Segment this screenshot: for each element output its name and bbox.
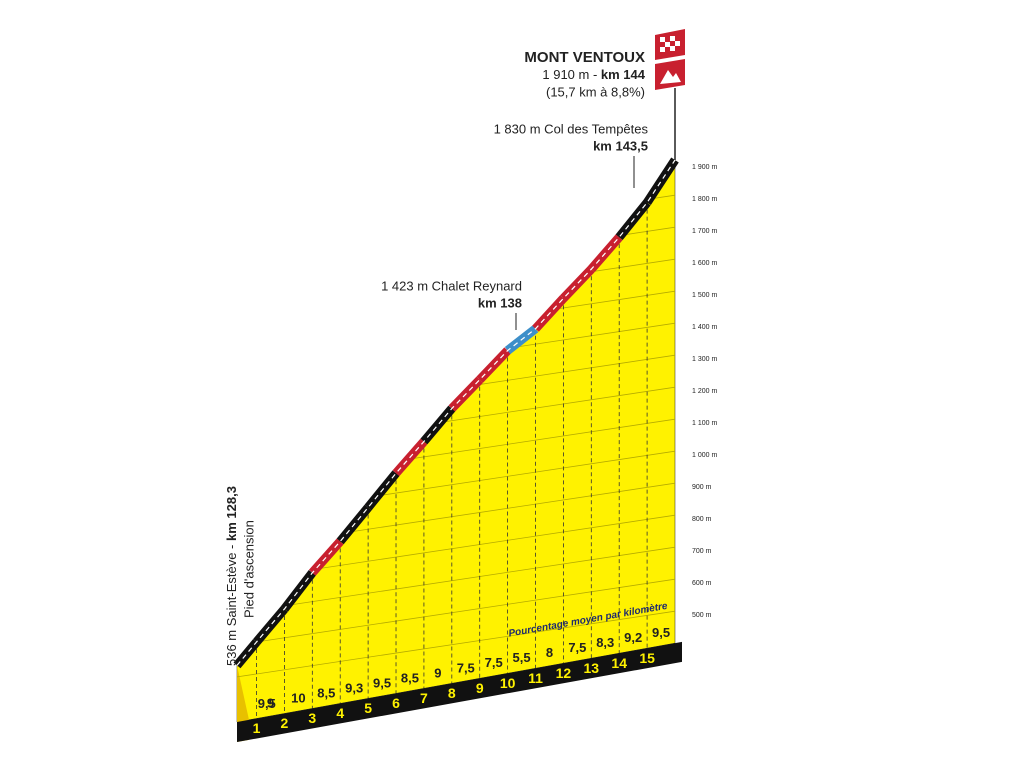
km-label: 8 — [448, 685, 456, 701]
y-tick-label: 600 m — [692, 580, 712, 587]
y-tick-label: 1 400 m — [692, 324, 717, 331]
grid-line — [237, 160, 675, 230]
km-label: 12 — [556, 665, 572, 681]
y-tick-label: 800 m — [692, 516, 712, 523]
gradient-label: 9,2 — [624, 630, 642, 645]
y-tick-label: 1 800 m — [692, 196, 717, 203]
summit-km: km 144 — [601, 67, 646, 82]
gradient-label: 8,5 — [317, 685, 335, 700]
km-label: 13 — [584, 660, 600, 676]
road-segment — [233, 639, 260, 669]
km-label: 2 — [281, 715, 289, 731]
y-tick-label: 500 m — [692, 612, 712, 619]
road-centerline — [236, 159, 676, 666]
gradient-label: 7,5 — [485, 655, 503, 670]
gradient-label: 8 — [546, 645, 553, 660]
km-label: 10 — [500, 675, 516, 691]
summit-altitude: 1 910 m - — [542, 67, 601, 82]
km-label: 1 — [253, 720, 261, 736]
plot: 500 m 600 m 700 m 800 m 900 m 1 000 m 1 100 m 1… — [233, 157, 717, 742]
km-label: 6 — [392, 695, 400, 711]
y-tick-label: 1 100 m — [692, 420, 717, 427]
pass-altitude: 1 830 m Col des Tempêtes — [494, 121, 649, 136]
gradient-label: 5,5 — [513, 650, 531, 665]
gradient-label: 9 — [267, 695, 274, 710]
start-note: Pied d'ascension — [241, 520, 256, 618]
y-tick-label: 1 300 m — [692, 356, 717, 363]
gradient-label: 7,5 — [457, 660, 475, 675]
km-label: 15 — [639, 650, 655, 666]
y-tick-label: 900 m — [692, 484, 712, 491]
km-label: 14 — [611, 655, 627, 671]
km-label: 4 — [336, 705, 344, 721]
start-km: km 128,3 — [224, 486, 239, 541]
start-altitude: 536 m Saint-Estève - — [224, 541, 239, 666]
gradient-label: 9,5 — [258, 696, 276, 711]
km-label: 11 — [528, 670, 543, 686]
y-tick-label: 1 900 m — [692, 164, 717, 171]
grid-line — [237, 576, 675, 646]
y-tick-label: 700 m — [692, 548, 712, 555]
base-band — [237, 641, 682, 742]
y-tick-label: 1 000 m — [692, 452, 717, 459]
gradient-label: 9,5 — [373, 675, 391, 690]
gradient-label: 8,3 — [596, 635, 614, 650]
gradient-label: 9 — [434, 665, 441, 680]
chalet-km: km 138 — [478, 295, 522, 310]
km-label: 5 — [364, 700, 372, 716]
km-label: 7 — [420, 690, 428, 706]
gradient-label: 10 — [291, 690, 305, 705]
summit-stats: (15,7 km à 8,8%) — [546, 84, 645, 99]
gradient-label: 8,5 — [401, 670, 419, 685]
gradient-label: 9,5 — [652, 625, 670, 640]
start-label: 536 m Saint-Estève - km 128,3 — [224, 486, 239, 666]
gradient-label: 9,3 — [345, 680, 363, 695]
pass-km: km 143,5 — [593, 138, 648, 153]
finish-flag — [655, 29, 685, 60]
y-tick-label: 1 700 m — [692, 228, 717, 235]
summit-title: MONT VENTOUX — [524, 49, 645, 66]
y-tick-label: 1 600 m — [692, 260, 717, 267]
summit-info: 1 910 m - km 144 — [542, 67, 645, 82]
y-tick-label: 1 500 m — [692, 292, 717, 299]
chalet-altitude: 1 423 m Chalet Reynard — [381, 278, 522, 293]
km-label: 9 — [476, 680, 484, 696]
y-tick-label: 1 200 m — [692, 388, 717, 395]
km-label: 3 — [308, 710, 316, 726]
gradient-label: 7,5 — [568, 640, 586, 655]
summit-icon — [655, 59, 685, 90]
